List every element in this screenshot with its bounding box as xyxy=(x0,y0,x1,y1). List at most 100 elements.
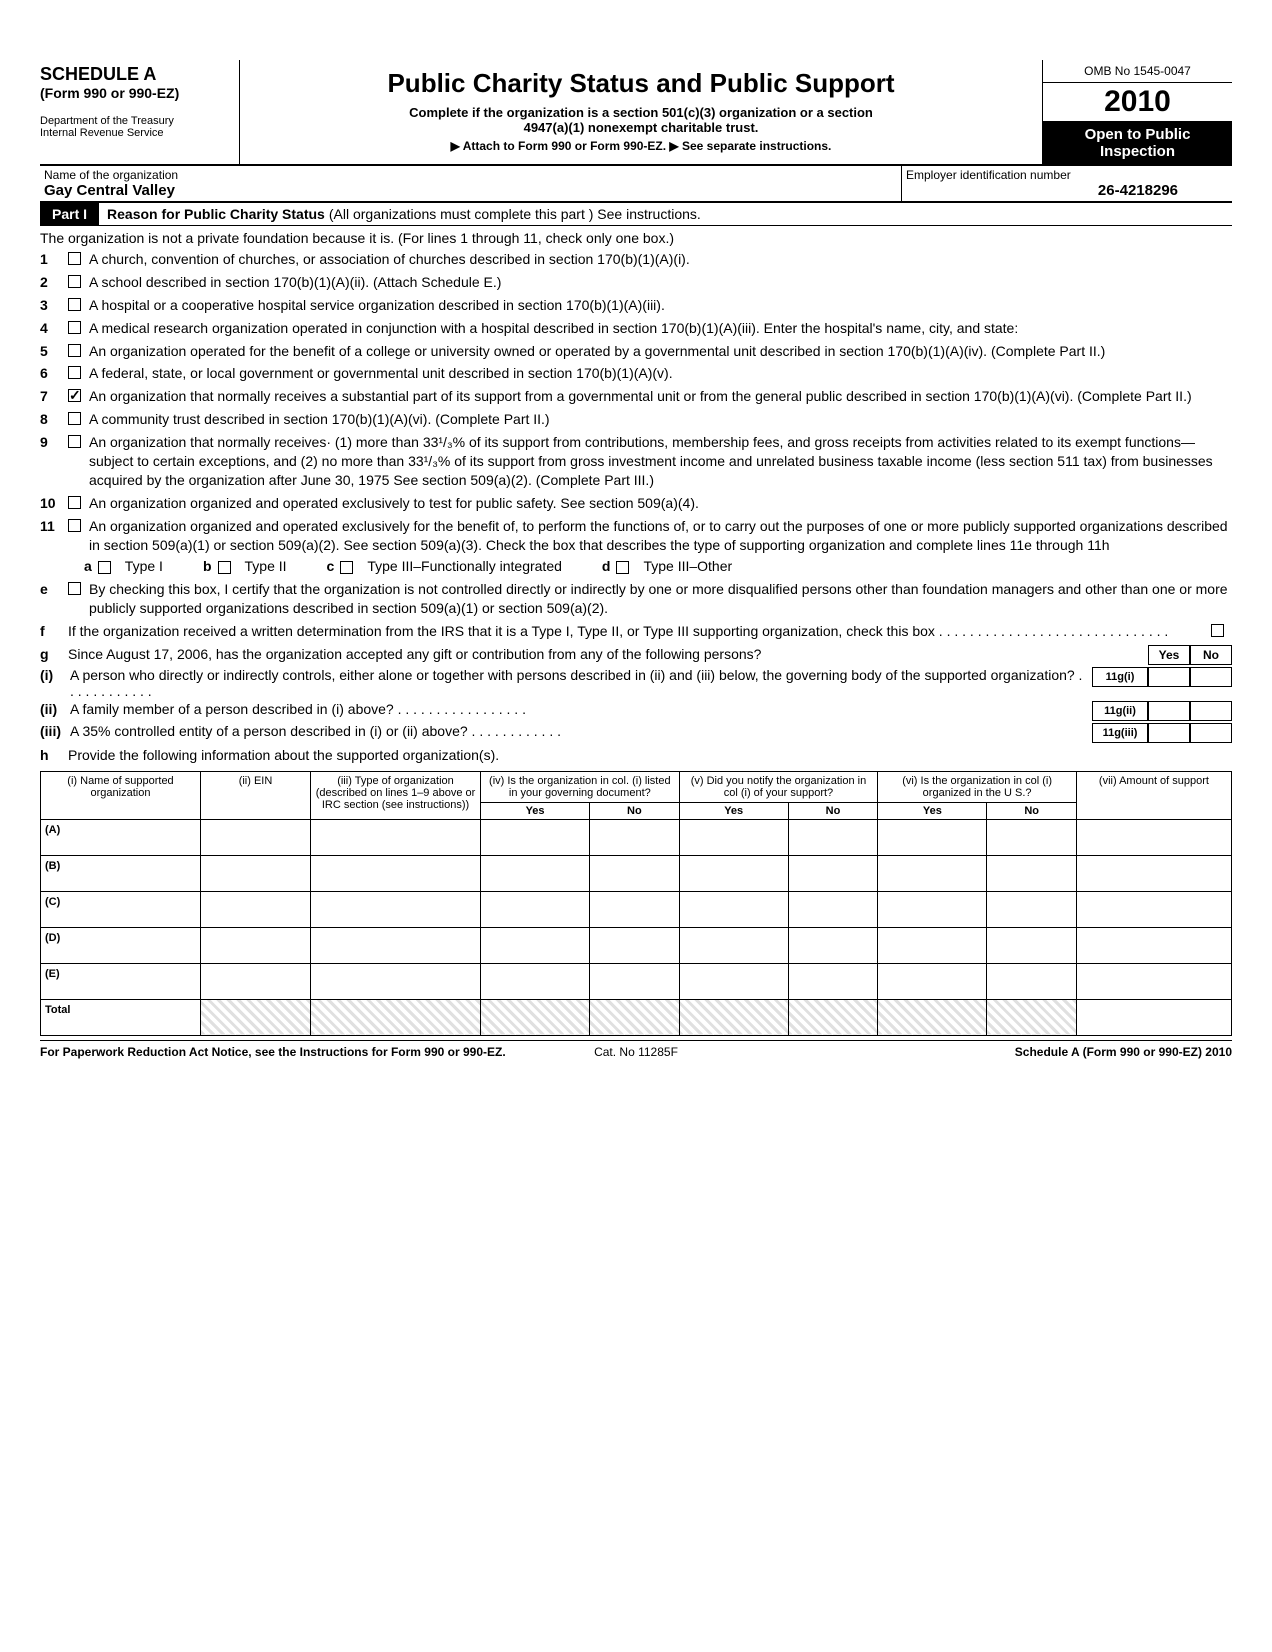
yes-gii[interactable] xyxy=(1148,701,1190,721)
checkbox-11b[interactable] xyxy=(218,561,231,574)
cell[interactable] xyxy=(788,819,878,855)
omb-number: OMB No 1545-0047 xyxy=(1043,60,1232,83)
num-gii: (ii) xyxy=(40,701,70,717)
cell[interactable] xyxy=(481,855,590,891)
checkbox-11d[interactable] xyxy=(616,561,629,574)
cell[interactable] xyxy=(481,891,590,927)
cell[interactable] xyxy=(679,891,788,927)
sub-no-2: No xyxy=(788,802,878,819)
checkbox-11[interactable] xyxy=(68,519,81,532)
cell[interactable] xyxy=(878,819,987,855)
line-11g-ii: (ii) A family member of a person describ… xyxy=(40,700,1232,722)
cell[interactable] xyxy=(201,819,311,855)
cell[interactable] xyxy=(201,927,311,963)
checkbox-7[interactable] xyxy=(68,389,81,402)
org-name: Gay Central Valley xyxy=(44,182,897,199)
cell[interactable] xyxy=(590,891,680,927)
cell[interactable] xyxy=(679,963,788,999)
cell[interactable] xyxy=(311,927,481,963)
checkbox-3[interactable] xyxy=(68,298,81,311)
checkbox-6[interactable] xyxy=(68,366,81,379)
sub-yes-2: Yes xyxy=(679,802,788,819)
cell[interactable] xyxy=(201,891,311,927)
cell[interactable] xyxy=(878,963,987,999)
line-7: 7An organization that normally receives … xyxy=(40,385,1232,408)
row-d: (D) xyxy=(41,927,201,963)
label-11b: Type II xyxy=(245,558,287,574)
checkbox-4[interactable] xyxy=(68,321,81,334)
footer-right: Schedule A (Form 990 or 990-EZ) 2010 xyxy=(736,1045,1232,1059)
checkbox-2[interactable] xyxy=(68,275,81,288)
cell[interactable] xyxy=(590,819,680,855)
cell[interactable] xyxy=(201,963,311,999)
cell[interactable] xyxy=(311,819,481,855)
checkbox-9[interactable] xyxy=(68,435,81,448)
no-header: No xyxy=(1190,645,1232,665)
checkbox-11f[interactable] xyxy=(1211,624,1224,637)
table-row: (B) xyxy=(41,855,1232,891)
text-6: A federal, state, or local government or… xyxy=(89,364,1232,383)
label-11d: Type III–Other xyxy=(643,558,732,574)
checkbox-11e[interactable] xyxy=(68,582,81,595)
cell[interactable] xyxy=(788,891,878,927)
subtitle-2: 4947(a)(1) nonexempt charitable trust. xyxy=(248,120,1034,135)
cell[interactable] xyxy=(1076,819,1231,855)
cell[interactable] xyxy=(1076,891,1231,927)
cell[interactable] xyxy=(987,891,1077,927)
checkbox-10[interactable] xyxy=(68,496,81,509)
cell[interactable] xyxy=(878,855,987,891)
cell[interactable] xyxy=(679,819,788,855)
cell[interactable] xyxy=(788,855,878,891)
cell[interactable] xyxy=(481,927,590,963)
th-listed: (iv) Is the organization in col. (i) lis… xyxy=(481,771,680,802)
cell[interactable] xyxy=(311,855,481,891)
cell[interactable] xyxy=(590,927,680,963)
label-11a: Type I xyxy=(125,558,163,574)
th-name: (i) Name of supported organization xyxy=(41,771,201,819)
checkbox-8[interactable] xyxy=(68,412,81,425)
cell[interactable] xyxy=(1076,999,1231,1035)
no-gi[interactable] xyxy=(1190,667,1232,687)
text-4: A medical research organization operated… xyxy=(89,319,1232,338)
text-11g: Since August 17, 2006, has the organizat… xyxy=(68,645,1232,664)
cell[interactable] xyxy=(590,855,680,891)
cell[interactable] xyxy=(987,855,1077,891)
cell[interactable] xyxy=(987,819,1077,855)
checkbox-1[interactable] xyxy=(68,252,81,265)
yes-gi[interactable] xyxy=(1148,667,1190,687)
th-amount: (vii) Amount of support xyxy=(1076,771,1231,819)
cell[interactable] xyxy=(987,927,1077,963)
cell[interactable] xyxy=(311,963,481,999)
cell[interactable] xyxy=(1076,855,1231,891)
line-4: 4A medical research organization operate… xyxy=(40,317,1232,340)
cell[interactable] xyxy=(481,819,590,855)
checkbox-11c[interactable] xyxy=(340,561,353,574)
ein-cell: Employer identification number 26-421829… xyxy=(902,166,1232,201)
cell[interactable] xyxy=(201,855,311,891)
cell[interactable] xyxy=(788,963,878,999)
cell[interactable] xyxy=(878,891,987,927)
cell[interactable] xyxy=(987,963,1077,999)
cell[interactable] xyxy=(311,891,481,927)
cell[interactable] xyxy=(788,927,878,963)
checkbox-5[interactable] xyxy=(68,344,81,357)
cell[interactable] xyxy=(679,927,788,963)
cell[interactable] xyxy=(878,927,987,963)
cell[interactable] xyxy=(590,963,680,999)
th-us: (vi) Is the organization in col (i) orga… xyxy=(878,771,1077,802)
cell[interactable] xyxy=(481,963,590,999)
table-header-row: (i) Name of supported organization (ii) … xyxy=(41,771,1232,802)
row-c: (C) xyxy=(41,891,201,927)
text-11: An organization organized and operated e… xyxy=(89,517,1232,555)
no-giii[interactable] xyxy=(1190,723,1232,743)
checkbox-11a[interactable] xyxy=(98,561,111,574)
cell[interactable] xyxy=(1076,963,1231,999)
no-gii[interactable] xyxy=(1190,701,1232,721)
page-footer: For Paperwork Reduction Act Notice, see … xyxy=(40,1040,1232,1059)
yes-giii[interactable] xyxy=(1148,723,1190,743)
cell[interactable] xyxy=(679,855,788,891)
row-a: (A) xyxy=(41,819,201,855)
cell[interactable] xyxy=(1076,927,1231,963)
num-gi: (i) xyxy=(40,667,70,683)
cell xyxy=(679,999,788,1035)
